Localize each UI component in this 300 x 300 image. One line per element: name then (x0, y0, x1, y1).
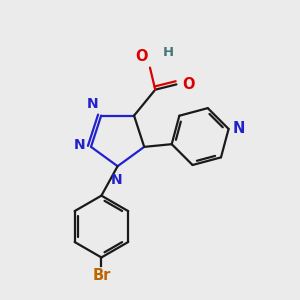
Text: N: N (87, 97, 98, 111)
Text: H: H (162, 46, 173, 59)
Text: N: N (74, 138, 86, 152)
Text: O: O (182, 77, 194, 92)
Text: O: O (135, 49, 148, 64)
Text: Br: Br (92, 268, 111, 283)
Text: N: N (110, 173, 122, 187)
Text: N: N (233, 122, 245, 136)
